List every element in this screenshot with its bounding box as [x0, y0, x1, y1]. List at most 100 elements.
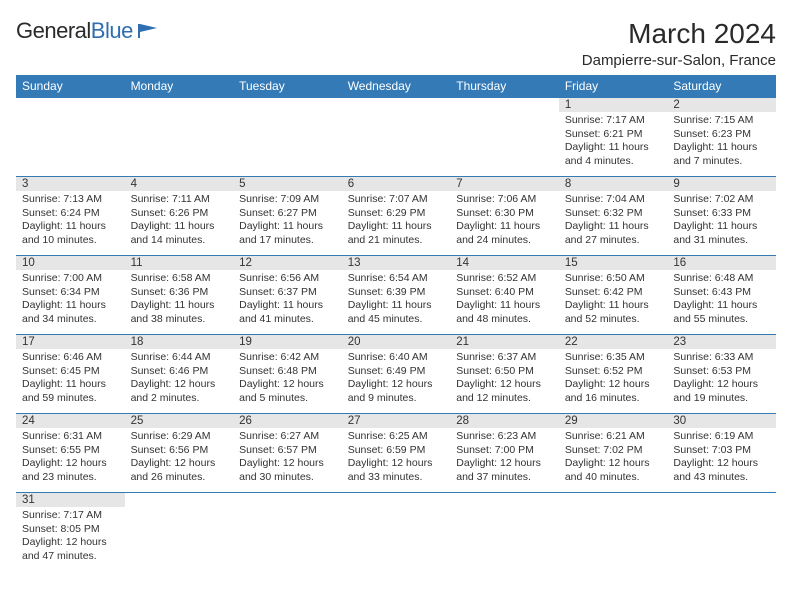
calendar-week: 31Sunrise: 7:17 AMSunset: 8:05 PMDayligh… — [16, 493, 776, 572]
calendar-cell: 13Sunrise: 6:54 AMSunset: 6:39 PMDayligh… — [342, 256, 451, 335]
daylight-text: Daylight: 11 hours and 45 minutes. — [348, 299, 445, 326]
daylight-text: Daylight: 11 hours and 38 minutes. — [131, 299, 228, 326]
daylight-text: Daylight: 12 hours and 19 minutes. — [673, 378, 770, 405]
sunset-text: Sunset: 6:53 PM — [673, 365, 770, 379]
sunset-text: Sunset: 6:49 PM — [348, 365, 445, 379]
day-details: Sunrise: 6:29 AMSunset: 6:56 PMDaylight:… — [125, 428, 234, 489]
day-details: Sunrise: 7:07 AMSunset: 6:29 PMDaylight:… — [342, 191, 451, 252]
day-details — [233, 100, 342, 158]
day-details: Sunrise: 7:11 AMSunset: 6:26 PMDaylight:… — [125, 191, 234, 252]
calendar-cell: 24Sunrise: 6:31 AMSunset: 6:55 PMDayligh… — [16, 414, 125, 493]
calendar-cell: 7Sunrise: 7:06 AMSunset: 6:30 PMDaylight… — [450, 177, 559, 256]
day-number: 22 — [559, 335, 668, 349]
day-number: 23 — [667, 335, 776, 349]
sunset-text: Sunset: 6:30 PM — [456, 207, 553, 221]
day-number: 7 — [450, 177, 559, 191]
sunrise-text: Sunrise: 6:37 AM — [456, 351, 553, 365]
sunrise-text: Sunrise: 7:06 AM — [456, 193, 553, 207]
sunrise-text: Sunrise: 7:15 AM — [673, 114, 770, 128]
day-number: 4 — [125, 177, 234, 191]
daylight-text: Daylight: 12 hours and 47 minutes. — [22, 536, 119, 563]
calendar-cell — [233, 493, 342, 572]
calendar-cell: 10Sunrise: 7:00 AMSunset: 6:34 PMDayligh… — [16, 256, 125, 335]
sunset-text: Sunset: 6:59 PM — [348, 444, 445, 458]
calendar-week: 24Sunrise: 6:31 AMSunset: 6:55 PMDayligh… — [16, 414, 776, 493]
day-details: Sunrise: 7:06 AMSunset: 6:30 PMDaylight:… — [450, 191, 559, 252]
calendar-week: 10Sunrise: 7:00 AMSunset: 6:34 PMDayligh… — [16, 256, 776, 335]
sunset-text: Sunset: 6:23 PM — [673, 128, 770, 142]
day-number: 18 — [125, 335, 234, 349]
day-number: 6 — [342, 177, 451, 191]
day-details — [125, 100, 234, 158]
calendar-cell: 4Sunrise: 7:11 AMSunset: 6:26 PMDaylight… — [125, 177, 234, 256]
daylight-text: Daylight: 12 hours and 26 minutes. — [131, 457, 228, 484]
sunset-text: Sunset: 6:27 PM — [239, 207, 336, 221]
sunrise-text: Sunrise: 6:40 AM — [348, 351, 445, 365]
day-number: 20 — [342, 335, 451, 349]
day-number: 16 — [667, 256, 776, 270]
sunrise-text: Sunrise: 6:33 AM — [673, 351, 770, 365]
sunrise-text: Sunrise: 6:54 AM — [348, 272, 445, 286]
sunset-text: Sunset: 6:26 PM — [131, 207, 228, 221]
page-header: GeneralBlue March 2024 Dampierre-sur-Sal… — [16, 18, 776, 69]
daylight-text: Daylight: 11 hours and 24 minutes. — [456, 220, 553, 247]
day-details — [342, 100, 451, 158]
daylight-text: Daylight: 11 hours and 17 minutes. — [239, 220, 336, 247]
sunrise-text: Sunrise: 6:21 AM — [565, 430, 662, 444]
sunset-text: Sunset: 6:52 PM — [565, 365, 662, 379]
sunset-text: Sunset: 6:39 PM — [348, 286, 445, 300]
daylight-text: Daylight: 12 hours and 9 minutes. — [348, 378, 445, 405]
sunrise-text: Sunrise: 6:52 AM — [456, 272, 553, 286]
daylight-text: Daylight: 12 hours and 16 minutes. — [565, 378, 662, 405]
day-details: Sunrise: 7:00 AMSunset: 6:34 PMDaylight:… — [16, 270, 125, 331]
calendar-cell: 28Sunrise: 6:23 AMSunset: 7:00 PMDayligh… — [450, 414, 559, 493]
sunset-text: Sunset: 6:42 PM — [565, 286, 662, 300]
calendar-header-row: SundayMondayTuesdayWednesdayThursdayFrid… — [16, 75, 776, 98]
calendar-week: 1Sunrise: 7:17 AMSunset: 6:21 PMDaylight… — [16, 98, 776, 177]
day-details — [125, 495, 234, 553]
day-details — [233, 495, 342, 553]
daylight-text: Daylight: 11 hours and 27 minutes. — [565, 220, 662, 247]
daylight-text: Daylight: 12 hours and 5 minutes. — [239, 378, 336, 405]
sunrise-text: Sunrise: 7:13 AM — [22, 193, 119, 207]
day-number: 5 — [233, 177, 342, 191]
daylight-text: Daylight: 12 hours and 2 minutes. — [131, 378, 228, 405]
day-details: Sunrise: 6:23 AMSunset: 7:00 PMDaylight:… — [450, 428, 559, 489]
sunrise-text: Sunrise: 6:50 AM — [565, 272, 662, 286]
day-details: Sunrise: 6:42 AMSunset: 6:48 PMDaylight:… — [233, 349, 342, 410]
day-number: 10 — [16, 256, 125, 270]
calendar-cell: 19Sunrise: 6:42 AMSunset: 6:48 PMDayligh… — [233, 335, 342, 414]
sunset-text: Sunset: 6:36 PM — [131, 286, 228, 300]
day-details: Sunrise: 6:31 AMSunset: 6:55 PMDaylight:… — [16, 428, 125, 489]
sunset-text: Sunset: 6:55 PM — [22, 444, 119, 458]
calendar-cell: 21Sunrise: 6:37 AMSunset: 6:50 PMDayligh… — [450, 335, 559, 414]
calendar-cell: 30Sunrise: 6:19 AMSunset: 7:03 PMDayligh… — [667, 414, 776, 493]
sunset-text: Sunset: 6:24 PM — [22, 207, 119, 221]
day-header: Thursday — [450, 75, 559, 98]
sunrise-text: Sunrise: 7:02 AM — [673, 193, 770, 207]
calendar-cell: 20Sunrise: 6:40 AMSunset: 6:49 PMDayligh… — [342, 335, 451, 414]
calendar-cell: 14Sunrise: 6:52 AMSunset: 6:40 PMDayligh… — [450, 256, 559, 335]
calendar-cell — [559, 493, 668, 572]
day-number: 15 — [559, 256, 668, 270]
sunrise-text: Sunrise: 6:31 AM — [22, 430, 119, 444]
day-details: Sunrise: 6:33 AMSunset: 6:53 PMDaylight:… — [667, 349, 776, 410]
calendar-cell — [342, 98, 451, 177]
calendar-cell: 31Sunrise: 7:17 AMSunset: 8:05 PMDayligh… — [16, 493, 125, 572]
calendar-cell: 2Sunrise: 7:15 AMSunset: 6:23 PMDaylight… — [667, 98, 776, 177]
sunset-text: Sunset: 7:02 PM — [565, 444, 662, 458]
day-details: Sunrise: 6:40 AMSunset: 6:49 PMDaylight:… — [342, 349, 451, 410]
day-number: 17 — [16, 335, 125, 349]
logo-text-general: General — [16, 18, 91, 44]
calendar-cell: 3Sunrise: 7:13 AMSunset: 6:24 PMDaylight… — [16, 177, 125, 256]
sunset-text: Sunset: 6:48 PM — [239, 365, 336, 379]
calendar-body: 1Sunrise: 7:17 AMSunset: 6:21 PMDaylight… — [16, 98, 776, 572]
day-details — [667, 495, 776, 553]
day-number: 24 — [16, 414, 125, 428]
sunset-text: Sunset: 6:56 PM — [131, 444, 228, 458]
day-details: Sunrise: 6:54 AMSunset: 6:39 PMDaylight:… — [342, 270, 451, 331]
day-number: 19 — [233, 335, 342, 349]
day-details — [342, 495, 451, 553]
day-details: Sunrise: 7:17 AMSunset: 8:05 PMDaylight:… — [16, 507, 125, 568]
day-details: Sunrise: 6:48 AMSunset: 6:43 PMDaylight:… — [667, 270, 776, 331]
